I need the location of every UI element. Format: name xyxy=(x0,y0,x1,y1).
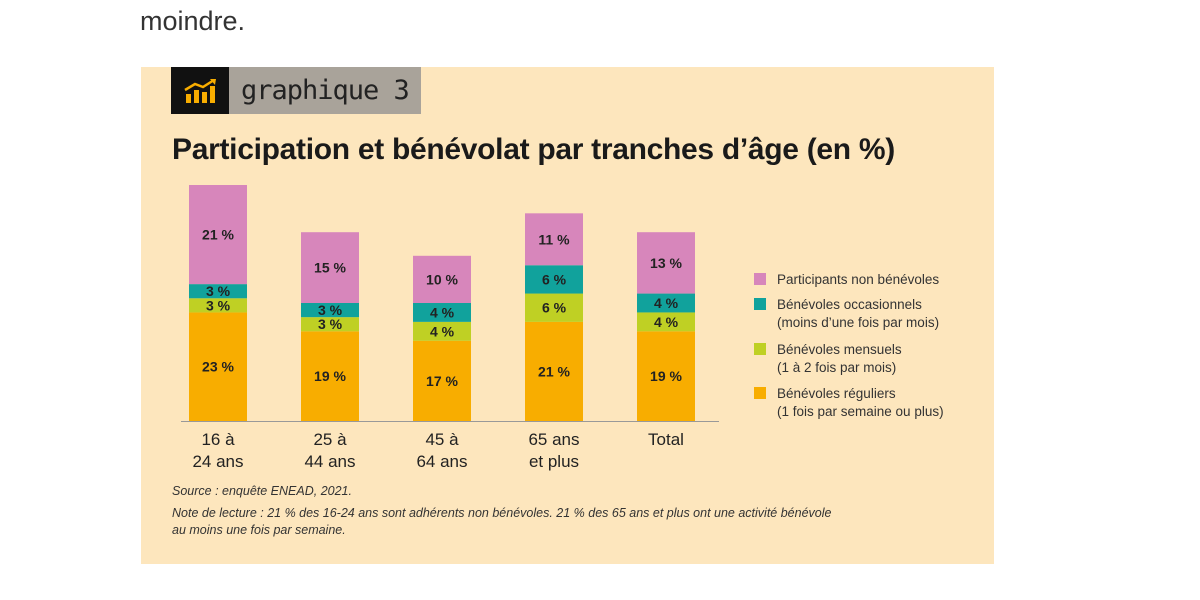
bar-value-label: 21 % xyxy=(202,227,234,243)
graphic-badge: graphique 3 xyxy=(171,67,421,114)
legend-swatch-benevoles_occasionnels xyxy=(754,298,766,310)
bar-value-label: 3 % xyxy=(318,316,343,332)
bar-value-label: 19 % xyxy=(650,368,682,384)
legend-sublabel: (1 fois par semaine ou plus) xyxy=(777,404,944,419)
legend-label: Bénévoles mensuels xyxy=(777,342,902,357)
legend-sublabel: (moins d’une fois par mois) xyxy=(777,315,939,330)
reading-note-line-2: au moins une fois par semaine. xyxy=(172,523,346,537)
x-tick-label: 44 ans xyxy=(304,452,355,471)
legend-swatch-participants_non_benevoles xyxy=(754,273,766,285)
legend-swatch-benevoles_mensuels xyxy=(754,343,766,355)
bar-value-label: 3 % xyxy=(206,297,231,313)
legend-label: Participants non bénévoles xyxy=(777,272,939,287)
bar-value-label: 15 % xyxy=(314,260,346,276)
x-tick-label: 25 à xyxy=(313,430,347,449)
chart-trend-icon xyxy=(171,67,229,114)
bar-segment-benevoles_mensuels xyxy=(301,317,359,332)
x-tick-label: 64 ans xyxy=(416,452,467,471)
bar-value-label: 21 % xyxy=(538,363,570,379)
bar-segment-benevoles_occasionnels xyxy=(637,293,695,313)
legend-label: Bénévoles réguliers xyxy=(777,386,896,401)
bar-value-label: 3 % xyxy=(318,302,343,318)
bar-segment-benevoles_occasionnels xyxy=(413,303,471,322)
bar-segment-benevoles_reguliers xyxy=(189,312,247,421)
bar-segment-benevoles_mensuels xyxy=(189,298,247,313)
bar-value-label: 3 % xyxy=(206,283,231,299)
legend-label: Bénévoles occasionnels xyxy=(777,297,922,312)
bar-value-label: 13 % xyxy=(650,255,682,271)
bar-segment-benevoles_reguliers xyxy=(637,331,695,421)
legend-swatch-benevoles_reguliers xyxy=(754,387,766,399)
intro-paragraph-text: moindre. xyxy=(140,6,246,36)
bar-value-label: 6 % xyxy=(542,300,567,316)
graphic-number-label: graphique 3 xyxy=(229,67,421,114)
bar-value-label: 11 % xyxy=(538,231,570,247)
source-note: Source : enquête ENEAD, 2021. xyxy=(172,484,352,498)
bar-segment-benevoles_occasionnels xyxy=(301,303,359,318)
x-tick-label: 65 ans xyxy=(528,430,579,449)
bar-segment-participants_non_benevoles xyxy=(637,232,695,294)
bar-value-label: 4 % xyxy=(654,314,679,330)
bar-segment-benevoles_reguliers xyxy=(413,340,471,421)
bar-value-label: 17 % xyxy=(426,373,458,389)
bar-value-label: 4 % xyxy=(430,304,455,320)
bar-value-label: 4 % xyxy=(654,295,679,311)
reading-note-line-1: Note de lecture : 21 % des 16-24 ans son… xyxy=(172,506,832,520)
bar-value-label: 6 % xyxy=(542,271,567,287)
bar-segment-benevoles_reguliers xyxy=(301,331,359,421)
bar-value-label: 23 % xyxy=(202,359,234,375)
bar-segment-benevoles_mensuels xyxy=(413,321,471,341)
bar-segment-benevoles_reguliers xyxy=(525,321,583,421)
chart-title: Participation et bénévolat par tranches … xyxy=(172,133,895,166)
x-tick-label: 24 ans xyxy=(192,452,243,471)
bar-segment-participants_non_benevoles xyxy=(301,232,359,303)
x-tick-label: et plus xyxy=(529,452,579,471)
x-tick-label: 16 à xyxy=(201,430,235,449)
bar-segment-participants_non_benevoles xyxy=(413,255,471,303)
bar-segment-benevoles_occasionnels xyxy=(189,284,247,299)
bar-segment-benevoles_occasionnels xyxy=(525,265,583,294)
chart-panel: graphique 3 Participation et bénévolat p… xyxy=(141,67,994,564)
bar-segment-benevoles_mensuels xyxy=(525,293,583,322)
bar-segment-participants_non_benevoles xyxy=(189,185,247,285)
x-tick-label: Total xyxy=(648,430,684,449)
bar-value-label: 4 % xyxy=(430,323,455,339)
bar-segment-benevoles_mensuels xyxy=(637,312,695,332)
bar-value-label: 19 % xyxy=(314,368,346,384)
bar-value-label: 10 % xyxy=(426,271,458,287)
legend-sublabel: (1 à 2 fois par mois) xyxy=(777,360,896,375)
x-tick-label: 45 à xyxy=(425,430,459,449)
bar-segment-participants_non_benevoles xyxy=(525,213,583,266)
